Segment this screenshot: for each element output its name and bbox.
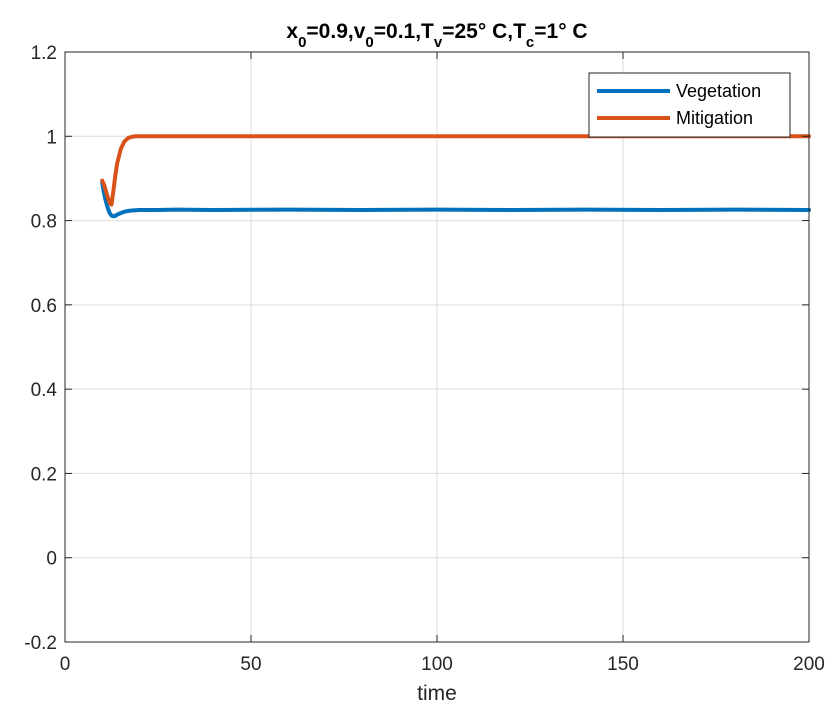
series-lines (100, 134, 811, 219)
series-line-vegetation (100, 180, 811, 219)
y-tick-label: 0.6 (31, 296, 57, 317)
chart-title: x0=0.9,v0=0.1,Tv=25° C,Tc=1° C (286, 20, 587, 51)
x-tick-label: 150 (607, 654, 639, 675)
y-tick-label: 1 (46, 127, 57, 148)
x-tick-label: 200 (793, 654, 825, 675)
legend: Vegetation Mitigation (588, 72, 791, 138)
y-tick-label: 1.2 (31, 43, 57, 64)
x-tick-label: 0 (60, 654, 71, 675)
y-tick-label: -0.2 (24, 633, 57, 654)
x-axis-label: time (417, 682, 457, 705)
legend-label-mitigation: Mitigation (676, 108, 753, 128)
y-tick-label: 0.8 (31, 212, 57, 233)
y-tick-label: 0.2 (31, 464, 57, 485)
legend-label-vegetation: Vegetation (676, 81, 761, 101)
y-tick-label: 0 (46, 549, 57, 570)
series-line-mitigation (100, 134, 811, 207)
y-tick-label: 0.4 (31, 380, 58, 401)
y-tick-labels: -0.2 0 0.2 0.4 0.6 0.8 1 1.2 (24, 43, 57, 654)
axis-ticks (64, 51, 810, 643)
x-tick-label: 100 (421, 654, 453, 675)
x-tick-label: 50 (240, 654, 261, 675)
legend-box (588, 72, 791, 138)
x-tick-labels: 0 50 100 150 200 (60, 654, 825, 675)
